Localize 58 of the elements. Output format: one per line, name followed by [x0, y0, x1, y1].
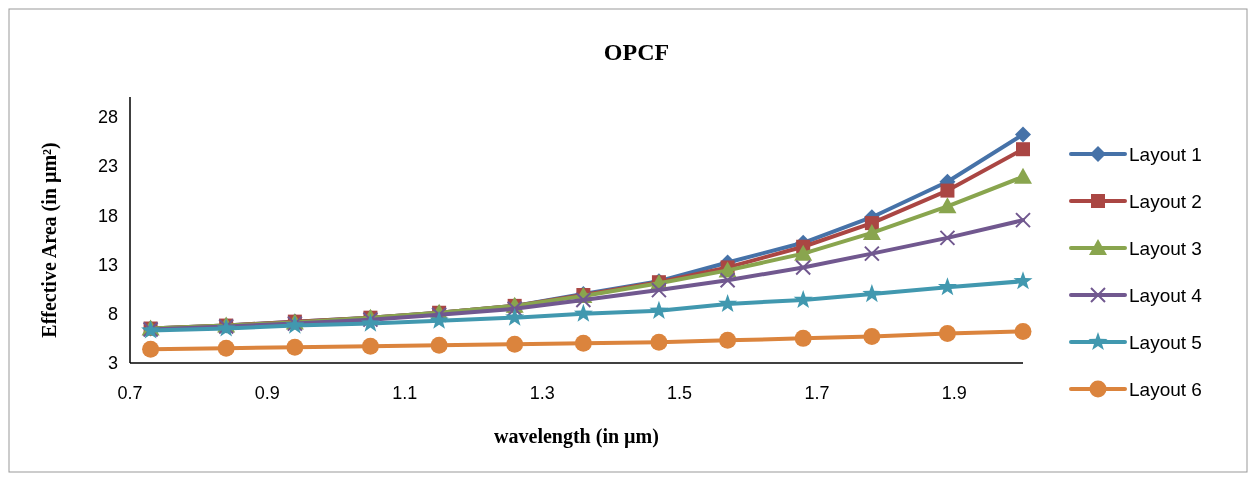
x-axis-title: wavelength (in µm)	[494, 425, 659, 448]
point	[793, 289, 813, 309]
point	[286, 338, 304, 356]
point	[361, 337, 379, 355]
point	[649, 300, 669, 319]
point	[795, 259, 812, 276]
point	[1015, 212, 1031, 229]
y-tick-label: 18	[97, 205, 118, 226]
x-tick-label: 0.7	[117, 383, 143, 403]
point	[1014, 322, 1032, 340]
point	[142, 340, 160, 358]
point	[794, 329, 812, 347]
point	[939, 229, 956, 246]
x-tick-label: 1.3	[529, 383, 555, 403]
point	[937, 277, 957, 296]
point	[862, 284, 882, 303]
legend-label: Layout 5	[1129, 331, 1202, 353]
point	[719, 331, 737, 349]
legend-label: Layout 1	[1129, 143, 1202, 165]
point	[506, 335, 524, 353]
x-tick-label: 1.1	[392, 383, 418, 403]
point	[1014, 167, 1032, 184]
point	[575, 291, 592, 308]
legend-label: Layout 3	[1129, 237, 1202, 259]
point	[217, 339, 235, 357]
point	[505, 307, 525, 326]
point	[794, 244, 813, 261]
point	[719, 272, 736, 289]
y-tick-label: 23	[97, 156, 118, 177]
y-tick-label: 13	[97, 254, 118, 275]
legend-label: Layout 4	[1129, 284, 1203, 306]
point	[938, 197, 957, 214]
point	[940, 183, 955, 198]
x-tick-label: 1.7	[804, 383, 830, 403]
y-tick-label: 3	[107, 353, 118, 374]
point	[938, 324, 956, 342]
point	[650, 282, 667, 299]
x-tick-label: 0.9	[254, 383, 280, 403]
chart-title: OPCF	[603, 39, 670, 65]
point	[574, 334, 592, 352]
point	[573, 303, 593, 322]
y-axis-title: Effective Area (in µm²)	[38, 142, 61, 338]
x-tick-label: 1.9	[941, 383, 967, 403]
point	[718, 293, 738, 312]
point	[862, 223, 881, 240]
legend-label: Layout 2	[1129, 190, 1202, 212]
point	[863, 245, 880, 262]
point	[863, 327, 881, 345]
y-tick-label: 8	[107, 304, 118, 325]
point	[1016, 142, 1030, 157]
point	[430, 336, 448, 354]
point	[1015, 126, 1031, 143]
y-tick-label: 28	[97, 107, 118, 127]
legend-label: Layout 6	[1129, 378, 1202, 400]
point	[1013, 271, 1033, 290]
x-tick-label: 1.5	[667, 383, 693, 403]
point	[650, 333, 668, 351]
point	[429, 310, 449, 329]
